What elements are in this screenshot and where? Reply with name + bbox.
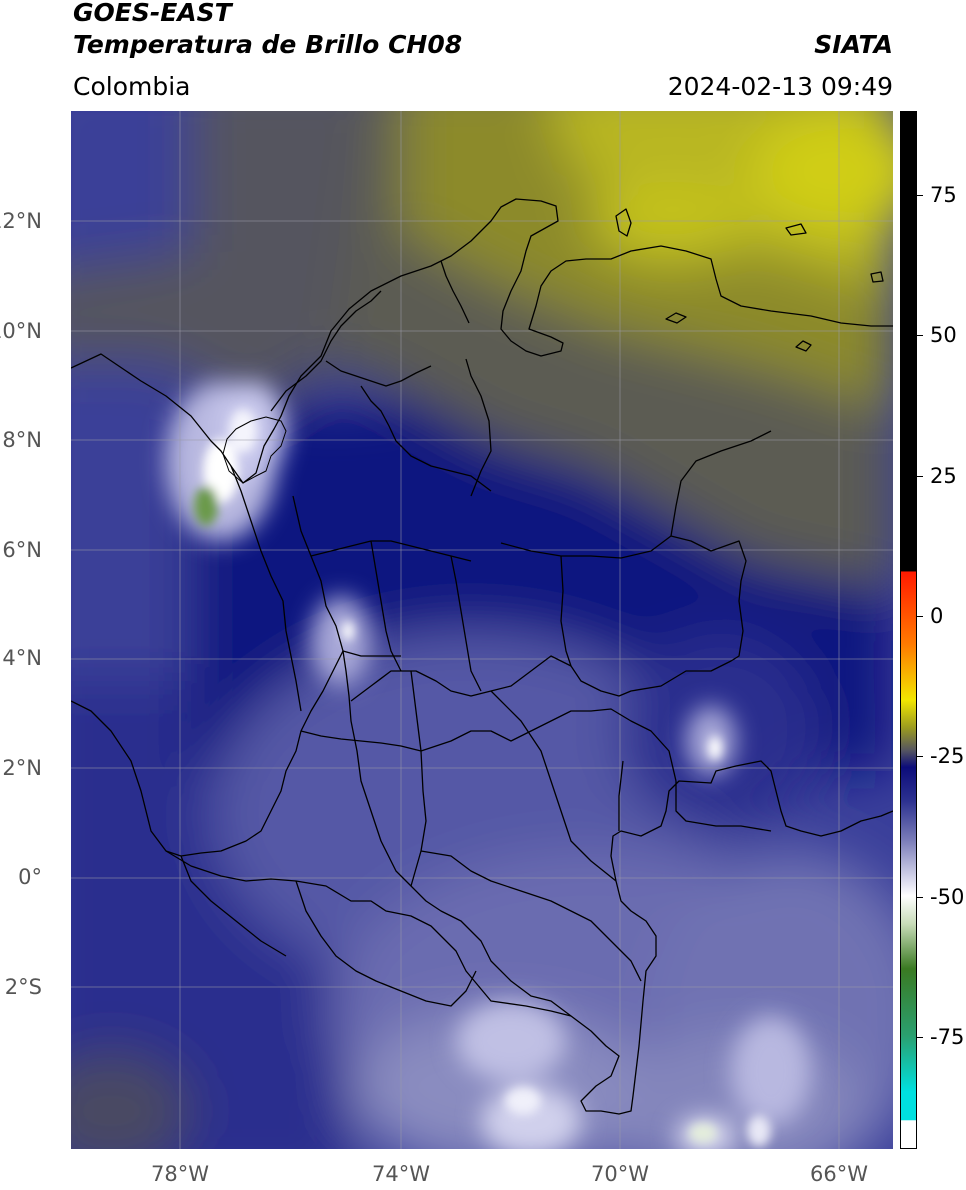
colorbar-tick-label: -25	[930, 744, 965, 769]
map-canvas	[71, 111, 893, 1149]
lon-tick-label: 74°W	[372, 1162, 430, 1186]
lon-tick-label: 66°W	[810, 1162, 868, 1186]
lat-tick-label: 8°N	[2, 428, 42, 452]
brightness-temperature-field	[71, 111, 893, 1149]
lat-tick-label: 0°	[18, 865, 42, 889]
gridlines	[71, 111, 893, 1149]
very-cold-cores	[194, 409, 771, 1147]
lat-tick-label: 10°N	[0, 319, 42, 343]
timestamp-label: 2024-02-13 09:49	[667, 72, 893, 101]
colorbar-tick-mark	[917, 1036, 923, 1038]
colorbar-tick-mark	[917, 195, 923, 197]
colorbar-tick-label: 75	[930, 183, 957, 208]
satellite-map[interactable]	[71, 111, 893, 1149]
colorbar-tick-label: 50	[930, 323, 957, 348]
lat-tick-label: 6°N	[2, 538, 42, 562]
colorbar-tick-mark	[917, 475, 923, 477]
colorbar	[900, 111, 917, 1149]
product-subtitle: Temperatura de Brillo CH08	[73, 30, 463, 59]
colorbar-tick-label: -50	[930, 884, 965, 909]
lat-tick-label: 4°N	[2, 646, 42, 670]
lat-tick-label: 2°S	[4, 975, 42, 999]
organization-label: SIATA	[814, 30, 893, 59]
colorbar-tick-label: -75	[930, 1024, 965, 1049]
colorbar-tick-mark	[917, 896, 923, 898]
lon-tick-label: 78°W	[151, 1162, 209, 1186]
colorbar-tick-mark	[917, 616, 923, 617]
colorbar-tick-label: 25	[930, 463, 957, 488]
country-borders	[71, 198, 893, 1115]
lat-tick-label: 12°N	[0, 209, 42, 233]
lat-tick-label: 2°N	[2, 756, 42, 780]
product-title: GOES-EAST	[73, 0, 232, 27]
colorbar-tick-mark	[917, 335, 923, 337]
region-label: Colombia	[73, 72, 191, 101]
colorbar-tick-mark	[917, 756, 923, 758]
colorbar-tick-label: 0	[930, 604, 944, 628]
lon-tick-label: 70°W	[591, 1162, 649, 1186]
